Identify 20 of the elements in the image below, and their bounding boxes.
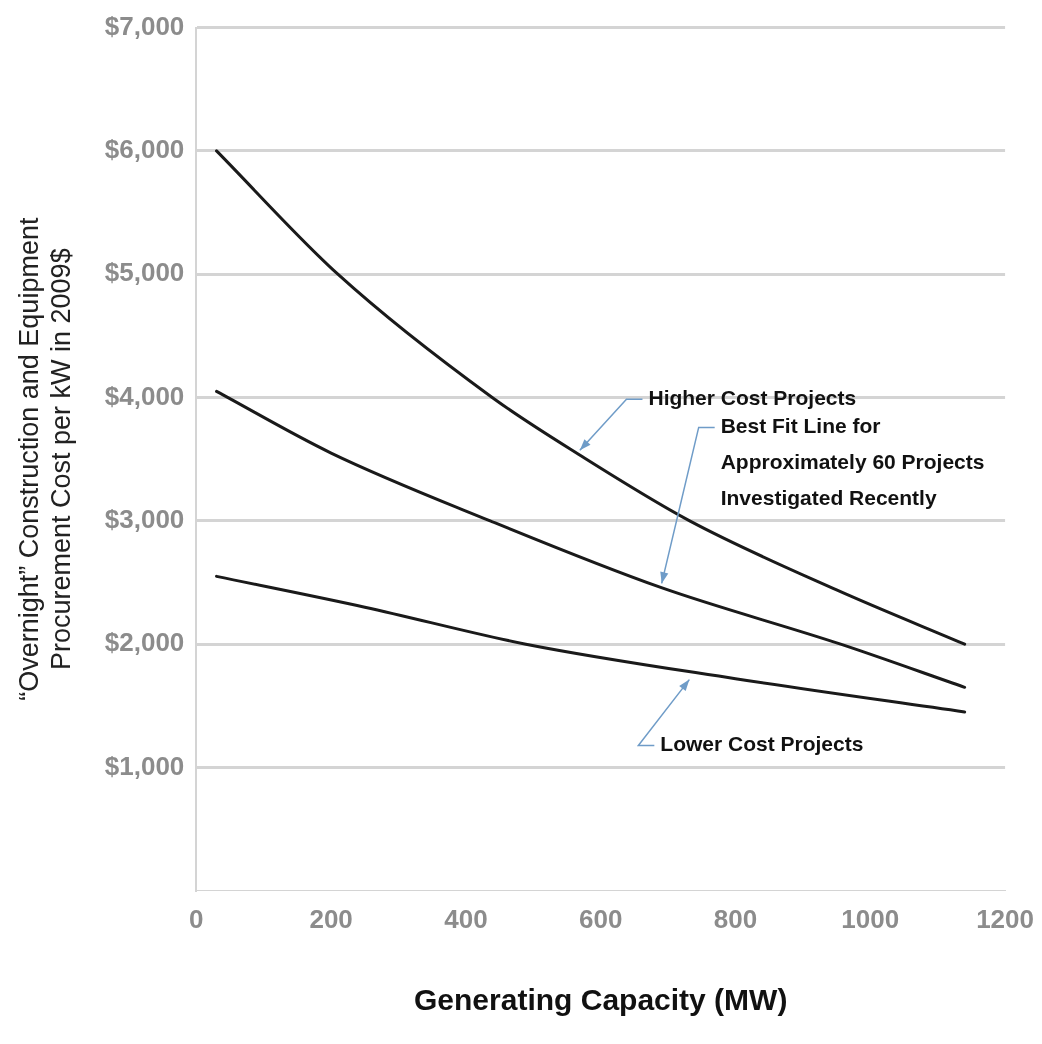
y-tick-label: $4,000 bbox=[104, 380, 185, 411]
annotation: Lower Cost Projects bbox=[660, 732, 864, 756]
x-tick-label: 800 bbox=[713, 903, 758, 934]
x-tick-label: 1000 bbox=[841, 903, 900, 934]
y-tick-label: $5,000 bbox=[104, 257, 185, 288]
y-tick-label: $6,000 bbox=[104, 134, 185, 165]
x-tick-label: 200 bbox=[309, 903, 353, 934]
annotation: Best Fit Line for Approximately 60 Projects Investigated Recently bbox=[720, 414, 985, 510]
x-tick-label: 1200 bbox=[976, 903, 1034, 934]
line-series bbox=[215, 574, 967, 714]
x-axis-title: Generating Capacity (MW) bbox=[414, 983, 788, 1017]
y-axis-title: “Overnight” Construction and Equipment Procurement Cost per kW in 2009$ bbox=[13, 217, 77, 701]
x-tick-label: 0 bbox=[189, 903, 204, 934]
x-tick-label: 600 bbox=[579, 903, 623, 934]
y-tick-label: $1,000 bbox=[104, 750, 185, 781]
y-tick-label: $7,000 bbox=[104, 10, 185, 41]
annotation: Higher Cost Projects bbox=[648, 386, 857, 410]
x-tick-label: 400 bbox=[444, 903, 488, 934]
y-tick-label: $3,000 bbox=[104, 504, 185, 535]
y-tick-label: $2,000 bbox=[104, 627, 185, 658]
